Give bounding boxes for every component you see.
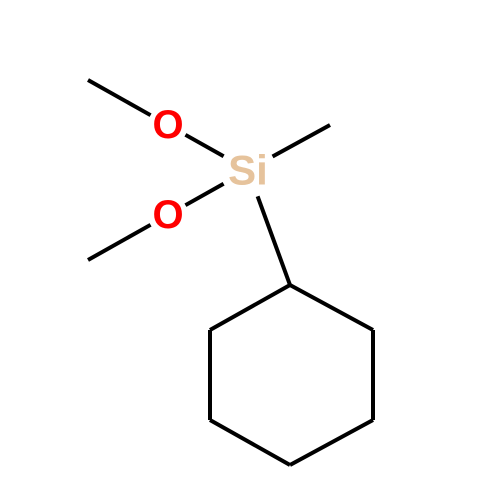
bond: [273, 125, 330, 157]
bond: [258, 196, 290, 285]
bond: [88, 80, 151, 115]
molecule-diagram: Si O O: [0, 0, 500, 500]
bond: [88, 225, 151, 260]
atom-label-layer: Si O O: [152, 103, 267, 237]
bond: [185, 184, 223, 205]
bond: [210, 285, 290, 330]
bond: [290, 420, 373, 465]
atom-label-si: Si: [228, 147, 268, 194]
bond: [210, 420, 290, 465]
atom-label-o: O: [152, 193, 183, 237]
bond: [185, 135, 223, 156]
bond: [290, 285, 373, 330]
atom-label-o: O: [152, 103, 183, 147]
bond-layer: [88, 80, 373, 465]
